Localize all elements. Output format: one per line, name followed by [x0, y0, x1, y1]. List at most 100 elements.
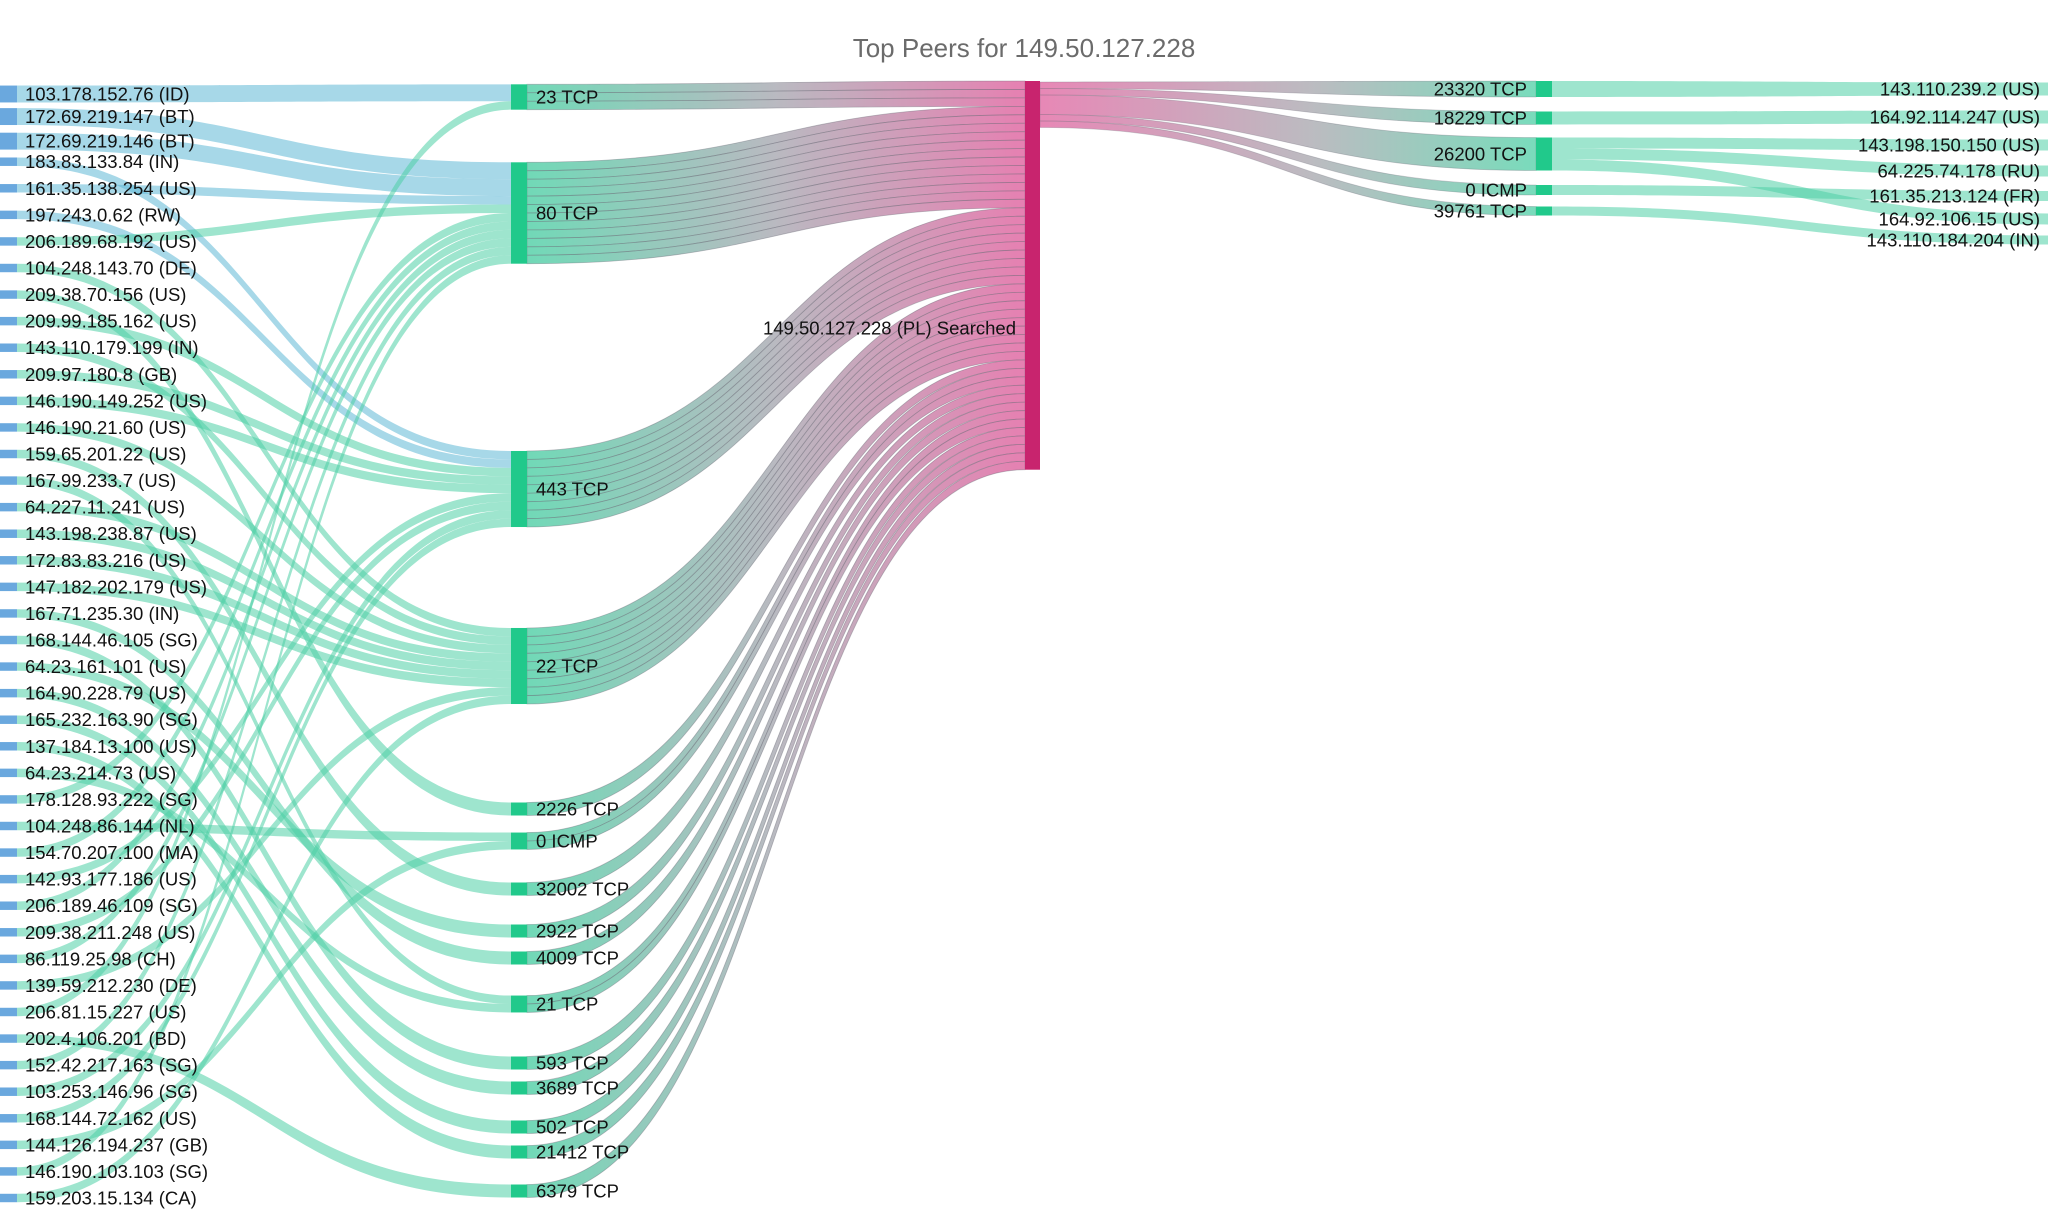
out-port-node-0-icmp[interactable] [1536, 185, 1552, 195]
source-node-146-190-103-103-sg[interactable] [0, 1167, 17, 1176]
source-node-159-65-201-22-us[interactable] [0, 449, 17, 459]
source-node-206-189-46-109-sg[interactable] [0, 901, 17, 910]
source-node-209-99-185-162-us[interactable] [0, 316, 17, 326]
source-node-183-83-133-84-in[interactable] [0, 157, 17, 166]
port-node-22-tcp[interactable] [511, 627, 527, 705]
flow-143-110-179-199-in-to-22-tcp [17, 343, 511, 645]
flow-172-83-83-216-us-to-22-tcp [17, 556, 511, 679]
out-port-node-26200-tcp[interactable] [1536, 137, 1552, 171]
source-label: 64.227.11.241 (US) [25, 497, 185, 518]
flow-206-189-46-109-sg-to-80-tcp [17, 229, 511, 910]
flow-146-190-149-252-us-to-443-tcp [17, 396, 511, 494]
port-node-80-tcp[interactable] [511, 162, 527, 264]
flow-159-203-15-134-ca-to-22-tcp [17, 695, 511, 1203]
source-node-64-23-161-101-us[interactable] [0, 662, 17, 671]
port-label: 21412 TCP [536, 1142, 629, 1163]
source-node-206-81-15-227-us[interactable] [0, 1007, 17, 1017]
port-node-32002-tcp[interactable] [511, 882, 527, 896]
source-node-172-83-83-216-us[interactable] [0, 556, 17, 565]
port-label: 0 ICMP [536, 831, 598, 852]
flow-206-189-68-192-us-to-80-tcp [17, 204, 511, 246]
source-label: 165.232.163.90 (SG) [25, 709, 198, 730]
source-label: 147.182.202.179 (US) [25, 576, 207, 597]
source-node-142-93-177-186-us[interactable] [0, 874, 17, 884]
destination-label: 143.198.150.150 (US) [1858, 135, 2040, 156]
source-node-103-253-146-96-sg[interactable] [0, 1087, 17, 1096]
out-port-node-39761-tcp[interactable] [1536, 206, 1552, 216]
source-label: 202.4.106.201 (BD) [25, 1028, 186, 1049]
flow-172-69-219-146-bt-to-80-tcp [17, 132, 511, 197]
out-port-node-23320-tcp[interactable] [1536, 81, 1552, 97]
source-node-206-189-68-192-us[interactable] [0, 237, 17, 246]
source-node-139-59-212-230-de[interactable] [0, 981, 17, 990]
source-node-146-190-149-252-us[interactable] [0, 396, 17, 406]
source-node-197-243-0-62-rw[interactable] [0, 210, 17, 220]
source-label: 172.69.219.146 (BT) [25, 131, 195, 152]
source-node-168-144-46-105-sg[interactable] [0, 635, 17, 645]
source-label: 159.203.15.134 (CA) [25, 1188, 197, 1209]
source-node-144-126-194-237-gb[interactable] [0, 1140, 17, 1150]
source-node-209-38-211-248-us[interactable] [0, 928, 17, 937]
source-node-164-90-228-79-us[interactable] [0, 688, 17, 698]
port-label: 2226 TCP [536, 799, 619, 820]
source-node-172-69-219-146-bt[interactable] [0, 132, 17, 150]
source-node-143-198-238-87-us[interactable] [0, 529, 17, 538]
source-label: 146.190.103.103 (SG) [25, 1161, 208, 1182]
source-node-86-119-25-98-ch[interactable] [0, 954, 17, 964]
source-node-209-97-180-8-gb[interactable] [0, 370, 17, 379]
flow-86-119-25-98-ch-to-80-tcp [17, 238, 511, 964]
flow-0-icmp-to-161-35-213-124-fr [1552, 185, 2048, 201]
source-label: 154.70.207.100 (MA) [25, 842, 199, 863]
port-node-443-tcp[interactable] [511, 450, 527, 528]
source-node-103-178-152-76-id[interactable] [0, 85, 17, 103]
source-node-152-42-217-163-sg[interactable] [0, 1060, 17, 1070]
source-node-104-248-86-144-nl[interactable] [0, 821, 17, 831]
source-node-167-99-233-7-us[interactable] [0, 476, 17, 485]
source-node-161-35-138-254-us[interactable] [0, 184, 17, 193]
center-node[interactable] [1025, 81, 1040, 470]
source-node-172-69-219-147-bt[interactable] [0, 108, 17, 126]
port-node-0-icmp[interactable] [511, 832, 527, 850]
source-node-178-128-93-222-sg[interactable] [0, 795, 17, 804]
out-port-node-18229-tcp[interactable] [1536, 111, 1552, 125]
source-node-209-38-70-156-us[interactable] [0, 290, 17, 299]
port-node-2226-tcp[interactable] [511, 802, 527, 816]
port-node-4009-tcp[interactable] [511, 951, 527, 965]
source-node-202-4-106-201-bd[interactable] [0, 1034, 17, 1043]
port-label: 80 TCP [536, 203, 598, 224]
source-label: 167.99.233.7 (US) [25, 470, 176, 491]
out-port-label: 23320 TCP [1434, 79, 1527, 100]
source-label: 209.38.211.248 (US) [25, 922, 195, 943]
source-node-137-184-13-100-us[interactable] [0, 742, 17, 751]
source-label: 206.189.46.109 (SG) [25, 895, 198, 916]
port-node-23-tcp[interactable] [511, 84, 527, 110]
source-node-146-190-21-60-us[interactable] [0, 423, 17, 432]
source-node-165-232-163-90-sg[interactable] [0, 715, 17, 724]
source-node-104-248-143-70-de[interactable] [0, 263, 17, 273]
port-node-2922-tcp[interactable] [511, 924, 527, 938]
flows-left [17, 84, 511, 1203]
source-node-159-203-15-134-ca[interactable] [0, 1193, 17, 1203]
source-node-64-227-11-241-us[interactable] [0, 502, 17, 512]
source-node-64-23-214-73-us[interactable] [0, 768, 17, 778]
source-node-143-110-179-199-in[interactable] [0, 343, 17, 352]
chart-title: Top Peers for 149.50.127.228 [853, 33, 1196, 63]
port-node-21412-tcp[interactable] [511, 1145, 527, 1159]
source-label: 197.243.0.62 (RW) [25, 204, 181, 225]
port-node-6379-tcp[interactable] [511, 1184, 527, 1198]
port-node-21-tcp[interactable] [511, 995, 527, 1013]
port-node-3689-tcp[interactable] [511, 1081, 527, 1095]
port-node-593-tcp[interactable] [511, 1056, 527, 1070]
destination-label: 164.92.106.15 (US) [1879, 209, 2040, 230]
source-label: 209.38.70.156 (US) [25, 284, 186, 305]
port-label: 2922 TCP [536, 921, 619, 942]
source-node-167-71-235-30-in[interactable] [0, 609, 17, 618]
out-port-label: 18229 TCP [1434, 108, 1527, 129]
source-node-168-144-72-162-us[interactable] [0, 1114, 17, 1123]
source-node-154-70-207-100-ma[interactable] [0, 848, 17, 857]
flow-104-248-143-70-de-to-22-tcp [17, 263, 511, 637]
source-node-147-182-202-179-us[interactable] [0, 582, 17, 592]
source-label: 152.42.217.163 (SG) [25, 1055, 198, 1076]
port-node-502-tcp[interactable] [511, 1120, 527, 1134]
flow-159-65-201-22-us-to-32002-tcp [17, 449, 511, 896]
